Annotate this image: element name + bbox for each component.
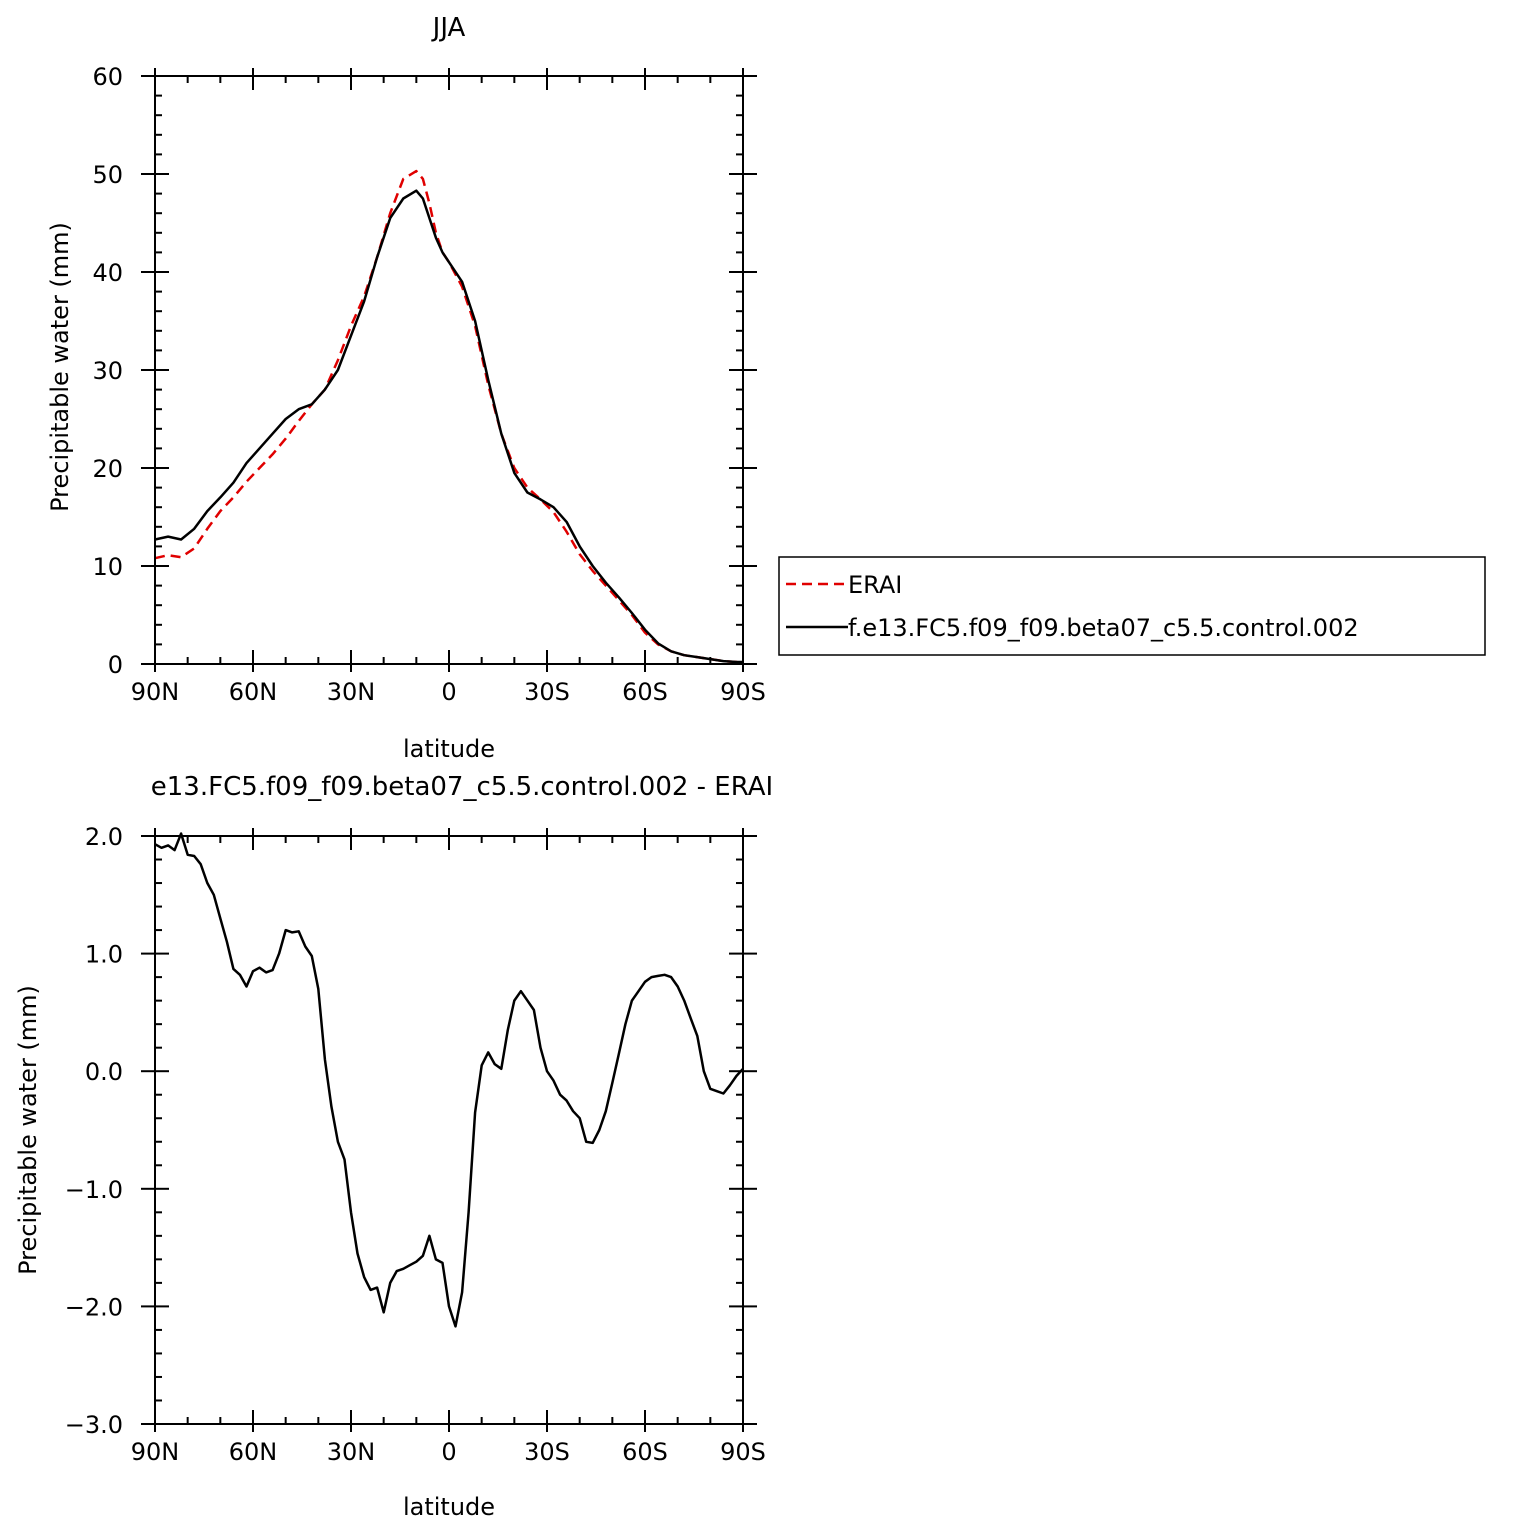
bottom-series-line-0 bbox=[154, 832, 744, 1328]
top-xtick-label: 90S bbox=[720, 678, 766, 706]
top-series-line-1 bbox=[154, 189, 743, 664]
top-xtick-label: 30S bbox=[524, 678, 570, 706]
bottom-ytick-label: −3.0 bbox=[65, 1411, 123, 1439]
legend-box bbox=[778, 556, 1486, 656]
legend-label-erai: ERAI bbox=[848, 571, 902, 599]
legend-label-model: f.e13.FC5.f09_f09.beta07_c5.5.control.00… bbox=[848, 614, 1359, 642]
top-ytick-label: 50 bbox=[92, 161, 123, 189]
top-ytick-label: 30 bbox=[92, 357, 123, 385]
top-xtick-label: 30N bbox=[327, 678, 376, 706]
chart-bottom-frame bbox=[154, 835, 744, 1425]
bottom-xtick-label: 30N bbox=[327, 1438, 376, 1466]
bottom-xtick-label: 30S bbox=[524, 1438, 570, 1466]
top-xtick-label: 60N bbox=[229, 678, 278, 706]
top-ytick-label: 60 bbox=[92, 63, 123, 91]
chart-top-frame bbox=[154, 75, 744, 665]
chart-top-ticks: 90N 60N 30N 0 30S 60S 90S 0 10 20 30 40 50 60 bbox=[92, 63, 765, 706]
chart-top-ylabel: Precipitable water (mm) bbox=[46, 222, 74, 512]
top-xtick-label: 90N bbox=[131, 678, 180, 706]
chart-bottom-series bbox=[154, 832, 744, 1328]
bottom-xtick-label: 60S bbox=[622, 1438, 668, 1466]
bottom-ytick-label: 0.0 bbox=[85, 1058, 123, 1086]
chart-bottom-xlabel: latitude bbox=[403, 1493, 495, 1521]
chart-top-series bbox=[154, 169, 743, 664]
bottom-xtick-label: 0 bbox=[441, 1438, 456, 1466]
top-xtick-label: 0 bbox=[441, 678, 456, 706]
top-ytick-label: 20 bbox=[92, 455, 123, 483]
chart-bottom: e13.FC5.f09_f09.beta07_c5.5.control.002 … bbox=[14, 772, 773, 1521]
chart-bottom-ylabel: Precipitable water (mm) bbox=[14, 985, 42, 1275]
chart-top: JJA latitude Precipitable water (mm) 90N… bbox=[46, 13, 766, 763]
chart-bottom-title: e13.FC5.f09_f09.beta07_c5.5.control.002 … bbox=[151, 772, 773, 802]
chart-bottom-ticks: 90N 60N 30N 0 30S 60S 90S 2.0 1.0 0.0 −1.0 −2.0 −3.0 bbox=[65, 823, 766, 1466]
bottom-xtick-label: 60N bbox=[229, 1438, 278, 1466]
top-xtick-label: 60S bbox=[622, 678, 668, 706]
bottom-xtick-label: 90N bbox=[131, 1438, 180, 1466]
bottom-ytick-label: 2.0 bbox=[85, 823, 123, 851]
legend: ERAI f.e13.FC5.f09_f09.beta07_c5.5.contr… bbox=[778, 556, 1486, 656]
bottom-ytick-label: 1.0 bbox=[85, 941, 123, 969]
top-ytick-label: 40 bbox=[92, 259, 123, 287]
chart-top-xlabel: latitude bbox=[403, 735, 495, 763]
bottom-ytick-label: −2.0 bbox=[65, 1293, 123, 1321]
top-series-line-0 bbox=[154, 169, 743, 664]
top-ytick-label: 0 bbox=[108, 651, 123, 679]
bottom-ytick-label: −1.0 bbox=[65, 1176, 123, 1204]
chart-top-title: JJA bbox=[431, 13, 466, 43]
top-ytick-label: 10 bbox=[92, 553, 123, 581]
bottom-xtick-label: 90S bbox=[720, 1438, 766, 1466]
